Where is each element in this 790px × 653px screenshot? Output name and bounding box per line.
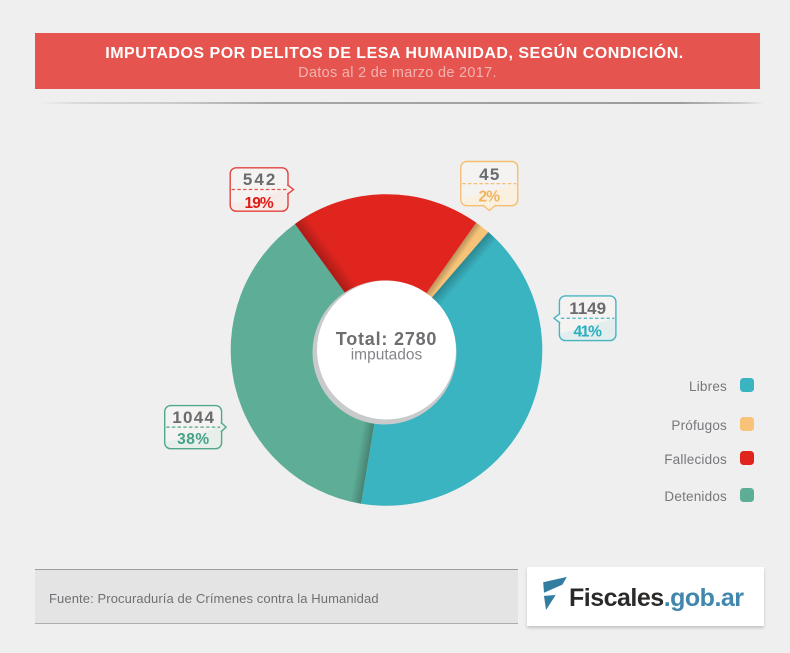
svg-text:45: 45 <box>479 165 501 184</box>
svg-text:41%: 41% <box>573 324 602 341</box>
svg-text:Total: 2780: Total: 2780 <box>336 329 438 349</box>
svg-text:imputados: imputados <box>351 347 423 364</box>
svg-text:2%: 2% <box>478 188 500 205</box>
svg-text:1149: 1149 <box>569 299 606 318</box>
svg-text:38%: 38% <box>177 431 210 448</box>
svg-text:1044: 1044 <box>172 408 215 427</box>
svg-text:542: 542 <box>243 170 277 189</box>
svg-text:Fiscales.gob.ar: Fiscales.gob.ar <box>569 584 744 612</box>
svg-text:19%: 19% <box>244 195 273 212</box>
